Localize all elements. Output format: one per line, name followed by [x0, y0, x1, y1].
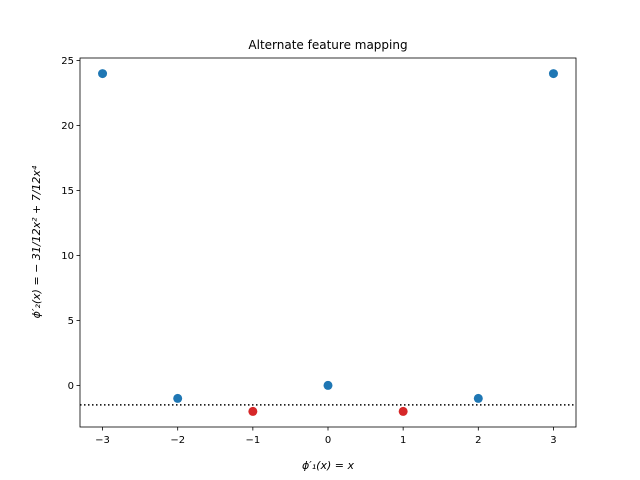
chart-title: Alternate feature mapping [248, 38, 407, 52]
data-point-s0-0 [98, 69, 108, 79]
y-tick-label-5: 25 [61, 56, 74, 67]
x-tick-label-5: 2 [475, 435, 481, 446]
x-axis-label: ϕ′₁(x) = x [302, 459, 354, 472]
x-tick-label-0: −3 [95, 435, 110, 446]
x-tick-label-3: 0 [325, 435, 331, 446]
plot-area: −3 −2 −1 0 1 2 3 0 5 10 15 20 25 [61, 56, 577, 446]
y-tick-label-2: 10 [61, 251, 74, 262]
data-point-s1-0 [248, 406, 258, 416]
y-tick-label-1: 5 [68, 316, 74, 327]
data-point-s1-1 [398, 406, 408, 416]
x-tick-label-6: 3 [550, 435, 556, 446]
data-point-s0-4 [548, 69, 558, 79]
y-tick-label-3: 15 [61, 186, 74, 197]
y-axis-label: ϕ′₂(x) = − 31/12x² + 7/12x⁴ [30, 165, 43, 318]
x-tick-label-4: 1 [400, 435, 406, 446]
y-tick-label-4: 20 [61, 121, 74, 132]
data-point-s0-3 [473, 393, 483, 403]
y-tick-label-0: 0 [68, 381, 74, 392]
x-tick-label-2: −1 [245, 435, 260, 446]
x-tick-label-1: −2 [170, 435, 185, 446]
data-point-s0-1 [173, 393, 183, 403]
data-point-s0-2 [323, 380, 333, 390]
